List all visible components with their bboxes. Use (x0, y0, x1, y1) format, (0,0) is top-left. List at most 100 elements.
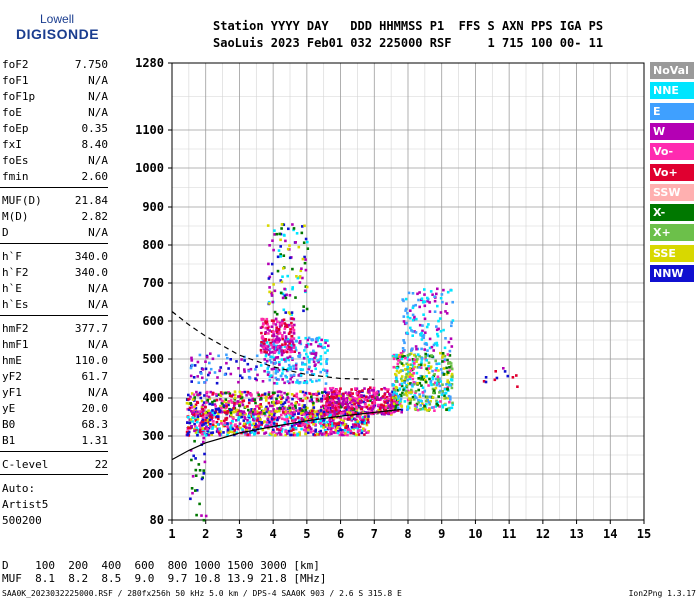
echo-point (298, 424, 301, 427)
echo-point (356, 427, 360, 430)
echo-point (421, 391, 425, 394)
echo-point (325, 371, 329, 374)
echo-point (325, 401, 329, 404)
echo-point (335, 395, 339, 398)
echo-point (273, 424, 276, 427)
echo-point (268, 329, 271, 332)
echo-point (260, 351, 263, 354)
echo-point (275, 326, 278, 330)
echo-point (292, 394, 296, 397)
echo-point (386, 399, 389, 403)
echo-point (266, 345, 270, 348)
echo-point (395, 374, 398, 377)
echo-point (395, 394, 398, 397)
echo-point (248, 376, 252, 380)
echo-point (319, 419, 322, 422)
echo-point (404, 297, 408, 301)
echo-point (443, 346, 447, 350)
echo-point (201, 420, 204, 423)
echo-point (316, 336, 319, 340)
echo-point (418, 395, 422, 398)
echo-point (219, 404, 222, 408)
echo-point (242, 419, 246, 422)
echo-point (245, 394, 248, 397)
echo-point (493, 378, 497, 382)
echo-point (303, 380, 307, 383)
echo-point (433, 342, 437, 345)
echo-point (284, 296, 288, 300)
echo-point (314, 354, 318, 357)
echo-point (223, 424, 227, 428)
echo-point (246, 390, 249, 394)
echo-point (297, 412, 300, 415)
echo-point (370, 408, 374, 411)
echo-point (418, 305, 421, 309)
echo-point (204, 405, 207, 409)
echo-point (273, 391, 276, 395)
echo-point (346, 392, 349, 396)
echo-point (337, 430, 340, 433)
echo-point (385, 395, 389, 399)
echo-point (271, 404, 274, 408)
echo-point (425, 409, 429, 412)
echo-point (224, 406, 228, 410)
echo-point (264, 362, 267, 365)
echo-point (277, 249, 281, 252)
echo-point (317, 336, 321, 340)
echo-point (405, 385, 409, 388)
echo-point (311, 412, 314, 416)
echo-point (284, 336, 288, 340)
legend-item: W (650, 122, 694, 140)
echo-point (400, 379, 404, 382)
echo-point (426, 349, 429, 352)
echo-point (355, 409, 359, 412)
echo-point (393, 410, 396, 413)
echo-point (418, 291, 421, 294)
echo-point (202, 423, 205, 426)
echo-point (344, 391, 348, 394)
echo-point (408, 377, 412, 381)
echo-point (278, 407, 281, 410)
echo-point (201, 411, 204, 414)
echo-point (196, 430, 199, 434)
echo-point (395, 401, 399, 405)
echo-point (280, 417, 284, 421)
echo-point (372, 394, 376, 398)
echo-point (302, 241, 306, 244)
echo-point (270, 294, 274, 297)
echo-point (448, 408, 451, 412)
echo-point (282, 254, 286, 257)
echo-point (444, 396, 448, 400)
echo-point (448, 383, 451, 387)
echo-point (283, 424, 286, 427)
echo-point (271, 430, 274, 434)
echo-point (214, 407, 218, 411)
auto-algorithm: Artist5 (2, 498, 49, 511)
param-value: N/A (88, 282, 108, 295)
echo-point (208, 413, 211, 417)
param-value: 61.7 (81, 370, 109, 383)
echo-point (337, 397, 340, 400)
echo-point (233, 393, 237, 397)
echo-point (193, 417, 197, 421)
param-row: MUF(D) 21.84 (2, 194, 108, 208)
echo-point (417, 399, 420, 402)
echo-point (448, 354, 452, 357)
echo-point (438, 384, 442, 388)
echo-point (191, 363, 194, 367)
echo-point (410, 391, 413, 394)
echo-point (311, 338, 315, 341)
echo-point (304, 237, 308, 241)
legend-item: Vo+ (650, 163, 694, 181)
echo-point (259, 404, 262, 407)
echo-point (273, 411, 277, 415)
echo-point (438, 377, 441, 380)
echo-point (415, 402, 419, 406)
echo-point (332, 396, 335, 400)
echo-point (209, 423, 212, 426)
echo-point (209, 367, 213, 371)
echo-point (396, 357, 399, 361)
echo-point (401, 347, 405, 350)
echo-point (272, 367, 276, 371)
echo-point (437, 382, 440, 386)
